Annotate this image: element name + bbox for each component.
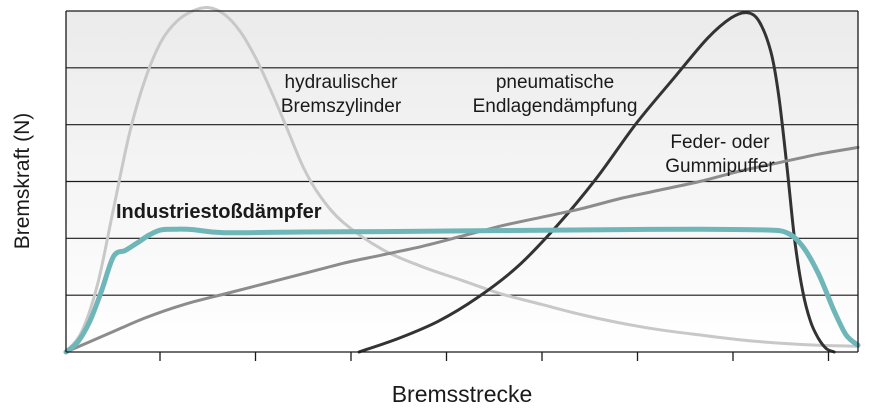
series-line-1 <box>64 5 860 354</box>
series-label-1: hydraulischer Bremszylinder <box>281 72 402 117</box>
series-line-3 <box>64 145 860 354</box>
x-ticks <box>159 352 830 361</box>
series-line-2 <box>357 11 836 354</box>
y-axis-label: Bremskraft (N) <box>11 113 34 250</box>
series-label-4: Industriestoßdämpfer <box>116 201 322 223</box>
series-layer <box>63 5 861 355</box>
series-line-4 <box>63 226 861 355</box>
series-labels: hydraulischer Bremszylinder pneumatische En… <box>116 72 775 223</box>
series-label-3: Feder- oder Gummipuffer <box>665 132 775 177</box>
grid <box>66 67 858 296</box>
x-axis-label: Bremsstrecke <box>392 381 533 407</box>
series-label-2: pneumatische Endlagendämpfung <box>473 72 638 117</box>
